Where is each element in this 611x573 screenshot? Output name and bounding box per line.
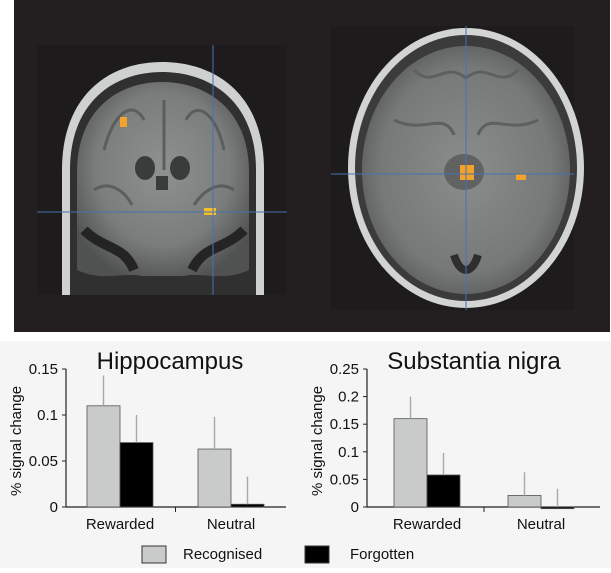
bar-forgotten [540, 506, 575, 510]
legend-swatch-forgotten [304, 545, 330, 564]
bars [393, 396, 575, 510]
y-tick-label: 0.25 [330, 361, 359, 378]
bar-forgotten [426, 474, 461, 508]
legend: Recognised Forgotten [141, 545, 414, 564]
y-tick-label: 0.15 [29, 361, 58, 378]
x-axis-categories: Rewarded Neutral [86, 516, 255, 533]
chart-title: Substantia nigra [387, 348, 561, 375]
chart-substantia-nigra: Substantia nigra % signal change 0 0.05 0.… [309, 348, 600, 533]
bar-forgotten [230, 503, 265, 508]
activation-blob-cortex [120, 117, 127, 127]
legend-label-recognised: Recognised [183, 546, 262, 563]
bar-recognised [197, 448, 232, 508]
activation-blob-substantia-nigra [460, 165, 474, 180]
axial-slice [331, 26, 584, 310]
legend-label-forgotten: Forgotten [350, 546, 414, 563]
x-category-label: Rewarded [393, 516, 461, 533]
bar-recognised [393, 418, 428, 508]
coronal-slice [37, 45, 287, 295]
bar-recognised [507, 495, 542, 508]
y-tick-label: 0.2 [338, 389, 359, 406]
y-tick-label: 0 [50, 499, 58, 516]
bars [86, 375, 265, 508]
x-category-label: Rewarded [86, 516, 154, 533]
y-tick-label: 0.1 [338, 444, 359, 461]
plots-panel: Hippocampus % signal change 0 0.05 0.1 0.15… [0, 341, 611, 568]
chart-hippocampus: Hippocampus % signal change 0 0.05 0.1 0.15… [8, 348, 286, 533]
activation-blob-temporal [516, 174, 526, 180]
y-tick-label: 0.05 [29, 453, 58, 470]
mri-panel [14, 0, 610, 332]
mri-illustration [37, 26, 584, 310]
bar-forgotten [119, 442, 154, 508]
x-axis-categories: Rewarded Neutral [393, 516, 565, 533]
legend-swatch-recognised [141, 545, 167, 564]
x-category-label: Neutral [517, 516, 565, 533]
y-tick-label: 0.05 [330, 471, 359, 488]
y-tick-label: 0.1 [37, 407, 58, 424]
y-tick-label: 0 [351, 499, 359, 516]
bar-recognised [86, 405, 121, 508]
bar-charts: Hippocampus % signal change 0 0.05 0.1 0.15… [8, 348, 600, 564]
x-category-label: Neutral [207, 516, 255, 533]
y-axis-ticks: 0 0.05 0.1 0.15 0.2 0.25 [330, 361, 600, 516]
y-tick-label: 0.15 [330, 416, 359, 433]
y-axis-label: % signal change [8, 386, 25, 496]
chart-title: Hippocampus [97, 348, 244, 375]
y-axis-label: % signal change [309, 386, 326, 496]
